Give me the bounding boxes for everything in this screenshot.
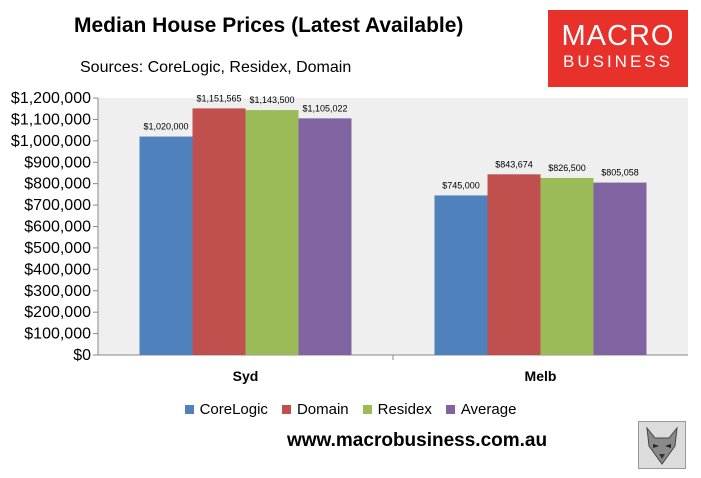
bar-average-melb	[593, 182, 647, 355]
legend-item-residex: Residex	[362, 400, 432, 418]
y-tick-label: $800,000	[24, 176, 91, 193]
y-tick-label: $200,000	[24, 304, 91, 321]
bar-chart: $0 $100,000 $200,000 $300,000 $400,000 $500,0…	[11, 90, 688, 384]
legend-swatch	[184, 404, 194, 414]
y-tick-label: $0	[73, 347, 91, 364]
y-tick-label: $500,000	[24, 240, 91, 257]
legend-swatch	[281, 404, 291, 414]
legend-item-corelogic: CoreLogic	[184, 400, 268, 418]
wolf-logo-icon	[638, 421, 686, 469]
bar-domain-syd	[192, 108, 246, 355]
y-tick-label: $100,000	[24, 326, 91, 343]
y-tick-label: $1,100,000	[11, 111, 91, 128]
legend-item-average: Average	[445, 400, 517, 418]
legend-label: Average	[460, 400, 517, 418]
legend-label: Domain	[296, 400, 349, 418]
y-tick-label: $1,000,000	[11, 133, 91, 150]
y-tick-label: $400,000	[24, 261, 91, 278]
bar-domain-melb	[487, 174, 541, 355]
legend-label: Residex	[377, 400, 432, 418]
bar-average-syd	[298, 118, 352, 355]
data-label: $1,151,565	[196, 93, 241, 103]
data-label: $805,058	[601, 168, 639, 178]
bar-corelogic-syd	[139, 136, 193, 355]
chart-subtitle: Sources: CoreLogic, Residex, Domain	[80, 59, 352, 76]
data-label: $826,500	[548, 163, 586, 173]
legend-swatch	[445, 404, 455, 414]
data-label: $843,674	[495, 159, 533, 169]
chart-legend: CoreLogic Domain Residex Average	[0, 398, 701, 420]
x-tick-label: Melb	[525, 368, 557, 384]
legend-swatch	[362, 404, 372, 414]
legend-label: CoreLogic	[199, 400, 268, 418]
data-label: $1,105,022	[302, 103, 347, 113]
bar-residex-syd	[245, 110, 299, 355]
logo-line2: BUSINESS	[563, 52, 673, 71]
footer-url: www.macrobusiness.com.au	[287, 430, 548, 451]
y-tick-label: $600,000	[24, 219, 91, 236]
legend-item-domain: Domain	[281, 400, 349, 418]
data-label: $1,020,000	[143, 122, 188, 132]
y-tick-label: $1,200,000	[11, 90, 91, 107]
y-tick-label: $900,000	[24, 154, 91, 171]
bar-corelogic-melb	[434, 195, 488, 355]
bar-residex-melb	[540, 177, 594, 355]
y-tick-label: $300,000	[24, 283, 91, 300]
x-tick-label: Syd	[233, 368, 259, 384]
data-label: $745,000	[442, 180, 480, 190]
logo-line1: MACRO	[561, 20, 675, 52]
data-label: $1,143,500	[249, 95, 294, 105]
macrobusiness-logo: MACRO BUSINESS	[548, 10, 688, 87]
y-tick-label: $700,000	[24, 197, 91, 214]
chart-title: Median House Prices (Latest Available)	[74, 14, 464, 37]
